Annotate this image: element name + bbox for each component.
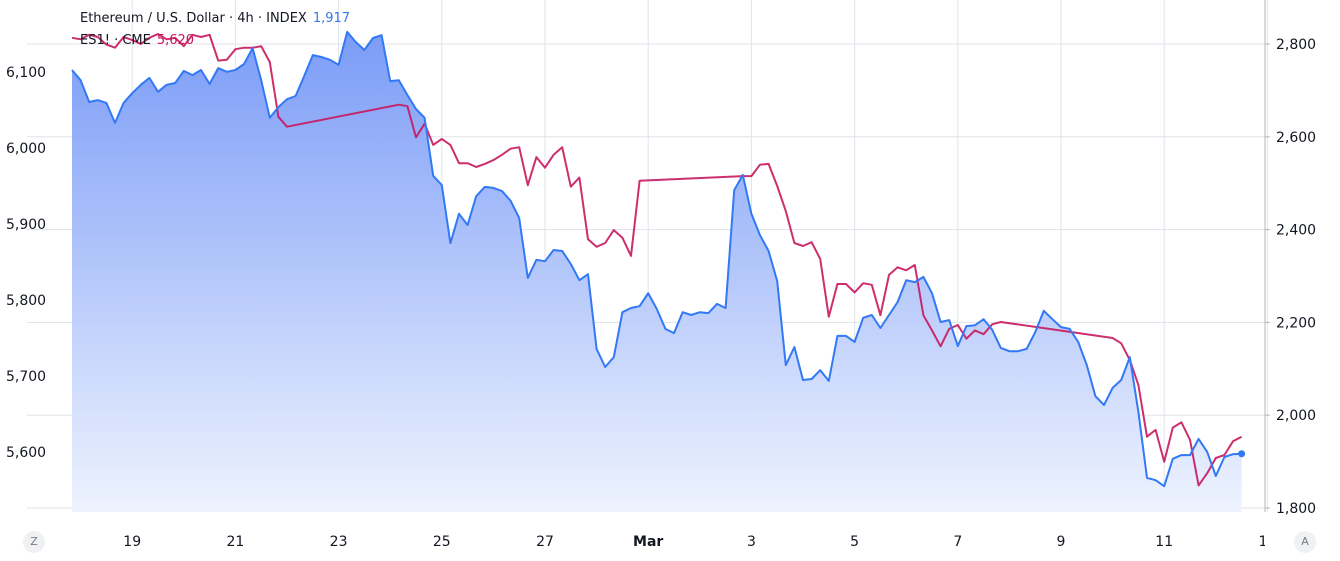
x-axis-tick-label: 9 [1057, 534, 1066, 550]
right-axis-tick-label: 2,200 [1276, 315, 1316, 331]
legend-es-value: 5,620 [156, 33, 195, 48]
x-axis-tick-label: 5 [850, 534, 859, 550]
left-axis-tick-label: 5,600 [6, 445, 46, 461]
x-axis-tick-label: 3 [747, 534, 756, 550]
axes: 2,800 2,600 2,400 2,200 2,000 1,800 6,100 6,000… [6, 0, 1316, 550]
legend-es-title: ES1! · CME [80, 33, 151, 48]
x-axis-tick-label: 27 [536, 534, 554, 550]
zoom-reset-button[interactable]: Z [23, 531, 45, 553]
left-axis-tick-label: 6,000 [6, 141, 46, 157]
x-axis-tick-label: 25 [433, 534, 451, 550]
x-axis-tick-label: 11 [1155, 534, 1173, 550]
x-axis-tick-label: Mar [633, 534, 663, 550]
right-axis-tick-label: 2,800 [1276, 37, 1316, 53]
series-layer [71, 30, 1246, 513]
left-axis-tick-label: 5,700 [6, 369, 46, 385]
left-axis-tick-label: 6,100 [6, 65, 46, 81]
x-axis-tick-label: 21 [226, 534, 244, 550]
eth-last-point [1238, 450, 1246, 458]
legend-eth-value: 1,917 [312, 11, 351, 26]
left-axis-tick-label: 5,800 [6, 293, 46, 309]
es-line [71, 33, 1243, 487]
right-axis-tick-label: 1,800 [1276, 501, 1316, 517]
legend-eth-title: Ethereum / U.S. Dollar · 4h · INDEX [80, 11, 307, 26]
x-axis-tick-label: 19 [123, 534, 141, 550]
right-axis-tick-label: 2,600 [1276, 130, 1316, 146]
legend-eth[interactable]: Ethereum / U.S. Dollar · 4h · INDEX 1,917 [80, 11, 350, 26]
x-axis-tick-label: 13 [1258, 534, 1276, 550]
right-axis-tick-label: 2,000 [1276, 408, 1316, 424]
left-axis-tick-label: 5,900 [6, 217, 46, 233]
right-axis-tick-label: 2,400 [1276, 223, 1316, 239]
eth-line [71, 30, 1242, 488]
x-axis-tick-label: 7 [953, 534, 962, 550]
auto-scale-button[interactable]: A [1294, 531, 1316, 553]
legend-es[interactable]: ES1! · CME 5,620 [80, 33, 194, 48]
x-axis-labels: 19 21 23 25 27 Mar 3 5 7 9 11 13 [123, 534, 1276, 550]
eth-area-fill [72, 31, 1242, 513]
x-axis-tick-label: 23 [330, 534, 348, 550]
